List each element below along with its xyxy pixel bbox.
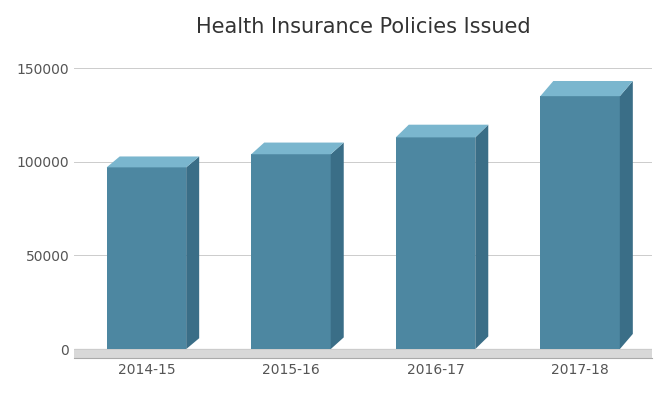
- Polygon shape: [396, 138, 475, 349]
- Polygon shape: [106, 167, 186, 349]
- Polygon shape: [186, 156, 199, 349]
- Polygon shape: [252, 143, 344, 154]
- Title: Health Insurance Policies Issued: Health Insurance Policies Issued: [196, 17, 531, 37]
- Polygon shape: [541, 81, 633, 96]
- Polygon shape: [396, 125, 488, 138]
- Polygon shape: [330, 143, 344, 349]
- Polygon shape: [252, 154, 330, 349]
- Polygon shape: [619, 81, 633, 349]
- Polygon shape: [106, 156, 199, 167]
- Bar: [74, 349, 652, 364]
- Polygon shape: [541, 96, 619, 349]
- Polygon shape: [475, 125, 488, 349]
